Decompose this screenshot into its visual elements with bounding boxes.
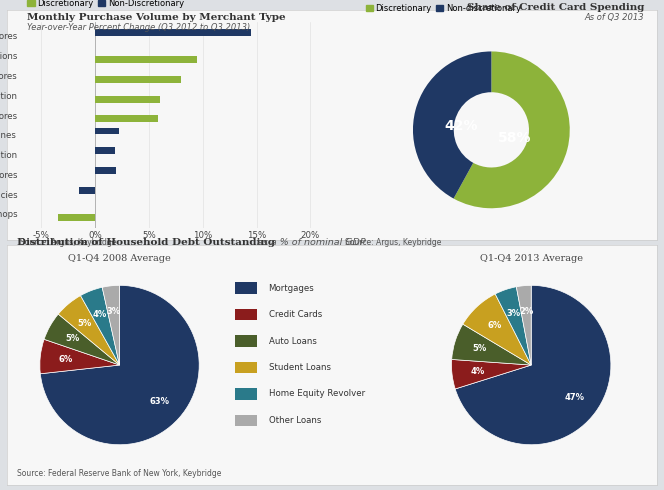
- Wedge shape: [454, 51, 570, 208]
- Text: Source: Argus, Keybridge: Source: Argus, Keybridge: [345, 238, 442, 246]
- Text: Year-over-Year Percent Change (Q3 2012 to Q3 2013): Year-over-Year Percent Change (Q3 2012 t…: [27, 23, 250, 32]
- Text: 42%: 42%: [445, 119, 478, 133]
- Wedge shape: [58, 295, 120, 365]
- Text: Mortgages: Mortgages: [268, 284, 314, 293]
- Text: as a % of nominal GDP: as a % of nominal GDP: [254, 239, 366, 247]
- Bar: [235, 415, 258, 426]
- Text: Source: Argus, Keybridge: Source: Argus, Keybridge: [20, 238, 116, 246]
- Text: Home Equity Revolver: Home Equity Revolver: [268, 390, 365, 398]
- Wedge shape: [463, 294, 531, 365]
- Bar: [95, 76, 181, 83]
- Text: 58%: 58%: [498, 131, 532, 145]
- Text: 5%: 5%: [472, 344, 487, 353]
- Bar: [58, 215, 95, 221]
- Text: 4%: 4%: [470, 367, 485, 376]
- Text: Credit Cards: Credit Cards: [268, 310, 322, 319]
- Text: Student Loans: Student Loans: [268, 363, 331, 372]
- Text: Other Loans: Other Loans: [268, 416, 321, 425]
- Bar: [235, 335, 258, 347]
- Title: Q1-Q4 2008 Average: Q1-Q4 2008 Average: [68, 254, 171, 263]
- Wedge shape: [102, 285, 120, 365]
- Wedge shape: [80, 287, 120, 365]
- Text: Source: Federal Reserve Bank of New York, Keybridge: Source: Federal Reserve Bank of New York…: [17, 469, 221, 478]
- Title: Q1-Q4 2013 Average: Q1-Q4 2013 Average: [479, 254, 583, 263]
- Text: 2%: 2%: [519, 307, 533, 316]
- Text: 6%: 6%: [58, 355, 73, 364]
- Text: 47%: 47%: [565, 392, 585, 402]
- Bar: [95, 116, 157, 122]
- Wedge shape: [452, 360, 531, 389]
- Bar: [235, 388, 258, 400]
- Bar: [95, 167, 116, 174]
- Text: 3%: 3%: [106, 307, 121, 316]
- Wedge shape: [456, 285, 611, 445]
- Text: Auto Loans: Auto Loans: [268, 337, 317, 345]
- Text: 5%: 5%: [78, 319, 92, 328]
- Wedge shape: [40, 339, 120, 374]
- Text: 6%: 6%: [487, 321, 501, 330]
- Bar: [235, 309, 258, 320]
- Legend: Discretionary, Non-discretionary: Discretionary, Non-discretionary: [363, 1, 525, 16]
- Text: Monthly Purchase Volume by Merchant Type: Monthly Purchase Volume by Merchant Type: [27, 13, 285, 22]
- Bar: [95, 28, 251, 35]
- Bar: [235, 362, 258, 373]
- Wedge shape: [413, 51, 491, 198]
- Text: 4%: 4%: [93, 310, 108, 319]
- Wedge shape: [452, 324, 531, 365]
- Text: 63%: 63%: [150, 397, 170, 406]
- Bar: [235, 282, 258, 294]
- Text: 3%: 3%: [507, 309, 521, 318]
- Wedge shape: [44, 314, 120, 365]
- Text: Distribution of Household Debt Outstanding: Distribution of Household Debt Outstandi…: [17, 239, 275, 247]
- Wedge shape: [495, 287, 531, 365]
- Text: Share of Credit Card Spending: Share of Credit Card Spending: [467, 3, 644, 12]
- Wedge shape: [41, 285, 199, 445]
- Bar: [79, 187, 95, 194]
- Wedge shape: [517, 285, 531, 365]
- Bar: [95, 96, 160, 102]
- Bar: [95, 56, 197, 63]
- Bar: [95, 147, 115, 154]
- Bar: [95, 127, 119, 134]
- Legend: Discretionary, Non-Discretionary: Discretionary, Non-Discretionary: [24, 0, 187, 11]
- Text: As of Q3 2013: As of Q3 2013: [584, 13, 644, 22]
- Text: 5%: 5%: [65, 334, 80, 343]
